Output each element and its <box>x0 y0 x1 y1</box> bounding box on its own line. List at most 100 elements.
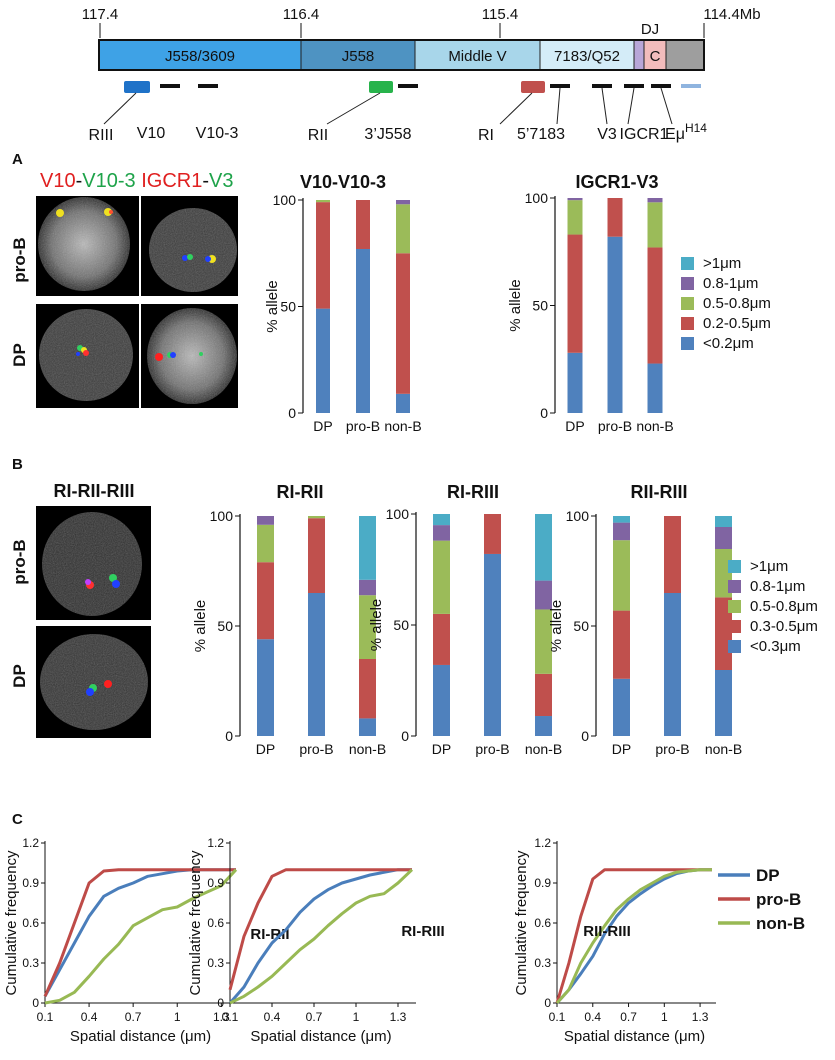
bar-dp-0-5-0-8-m <box>316 200 330 203</box>
bar-pro-b-0-3-m <box>308 593 325 736</box>
x-tick-label: pro-B <box>475 741 509 757</box>
x-tick-label: pro-B <box>655 741 689 757</box>
bar-non-b-0-8-1-m <box>359 579 376 596</box>
locus-segment-j558-3609 <box>98 39 302 71</box>
bar-non-b-0-8-1-m <box>396 200 410 205</box>
panel-b-row-pro-b: pro-B <box>10 539 29 584</box>
y-tick-label: 0.6 <box>534 916 551 930</box>
chart-annotation: RII-RIII <box>583 923 631 940</box>
chart-title: RI-RII <box>277 482 324 502</box>
probe-riii-marker <box>124 81 150 93</box>
panel-b-image-title: RI-RII-RIII <box>54 481 135 501</box>
x-tick-label: 0.7 <box>620 1010 637 1024</box>
chart-v10-v10-3: V10-V10-3 % allele 0 50 100 DP pro-B non-B <box>264 172 422 434</box>
x-axis-label: Spatial distance (μm) <box>70 1028 211 1045</box>
bar-non-b-0-5-0-8-m <box>647 202 663 248</box>
y-axis-label: Cumulative frequency <box>3 850 20 996</box>
series-line-non-b <box>229 868 414 1005</box>
signal-dot <box>83 350 89 356</box>
signal-dot <box>187 254 193 260</box>
probe-v3-marker <box>592 84 612 88</box>
signal-dot <box>109 574 117 582</box>
bar-non-b-1-m <box>535 514 552 581</box>
locus-segment-7183-q52 <box>539 39 635 71</box>
bar-non-b-0-3-0-5-m <box>359 659 376 719</box>
panel-a-row-dp: DP <box>10 343 29 367</box>
probe-labels: RIII V10 V10-3 RII 3’J558 RI 5’7183 V3 I… <box>89 121 708 144</box>
chart-title: IGCR1-V3 <box>575 172 658 192</box>
micrograph-dp-v10 <box>36 304 139 408</box>
x-tick-label: 0.1 <box>222 1010 239 1024</box>
locus-outline <box>98 39 705 71</box>
bar-dp-0-8-1-m <box>567 198 583 201</box>
bar-non-b-0-3-0-5-m <box>535 673 552 717</box>
legend-panel-a: >1μm 0.8-1μm 0.5-0.8μm 0.2-0.5μm <0.2μm <box>681 255 771 352</box>
x-tick-label: 0.4 <box>584 1010 601 1024</box>
y-tick-label: 0.9 <box>207 876 224 890</box>
x-tick-label: non-B <box>384 418 421 434</box>
bar-dp-0-3-m <box>257 639 274 736</box>
probe-igcr1-marker <box>624 84 644 88</box>
cdf-rii-riii: 0 0.3 0.6 0.9 1.2 0.1 0.4 0.7 1 1.3 Spatial distan… <box>513 836 716 1045</box>
bar-non-b-0-8-1-m <box>715 527 732 549</box>
signal-dot <box>104 208 112 216</box>
x-tick-label: 1 <box>353 1010 360 1024</box>
coord-ticks <box>99 23 705 38</box>
signal-dot <box>199 352 203 356</box>
legend-label: <0.3μm <box>750 638 801 655</box>
header-v3: V3 <box>209 170 233 192</box>
probe-emu-label: EμH14 <box>665 121 707 143</box>
bar-non-b-1-m <box>359 516 376 580</box>
bar-dp-0-5-0-8-m <box>613 540 630 611</box>
legend-label: pro-B <box>756 890 801 909</box>
bar-pro-b-0-5-0-8-m <box>308 516 325 519</box>
bar-dp-0-5-0-8-m <box>257 524 274 563</box>
micrograph-pro-b-igcr1 <box>141 196 238 296</box>
y-axis-label: % allele <box>507 279 524 332</box>
header-v10: V10 <box>40 170 76 192</box>
probe-ri-marker <box>521 81 545 93</box>
locus-segment-unlabeled-6 <box>665 39 705 71</box>
bar-non-b-0-5-0-8-m <box>359 595 376 659</box>
x-axis-label: Spatial distance (μm) <box>564 1028 705 1045</box>
legend-label: >1μm <box>750 558 788 575</box>
panel-a-row-pro-b: pro-B <box>10 237 29 282</box>
x-tick-label: 1.3 <box>213 1010 230 1024</box>
x-tick-label: non-B <box>349 741 386 757</box>
y-tick-label: 50 <box>217 618 233 634</box>
x-tick-label: DP <box>565 418 584 434</box>
bar-non-b-1-m <box>715 516 732 527</box>
legend-label: 0.3-0.5μm <box>750 618 818 635</box>
coord-117-4: 117.4 <box>82 6 118 23</box>
legend-swatch-0-5-0-8-m <box>728 600 741 613</box>
probe-57183-label: 5’7183 <box>517 126 565 143</box>
y-tick-label: 0.3 <box>534 956 551 970</box>
micrograph-pro-b-v10 <box>36 196 139 296</box>
dj-label: DJ <box>641 21 659 38</box>
legend-label: 0.8-1μm <box>703 275 758 292</box>
header-igcr1: IGCR1 <box>141 170 202 192</box>
y-axis-label: % allele <box>368 599 385 652</box>
probe-ri-label: RI <box>478 127 494 144</box>
x-tick-label: 0.1 <box>549 1010 566 1024</box>
y-tick-label: 0 <box>540 405 548 421</box>
series-line-non-b <box>44 868 238 1005</box>
legend-swatch-0-8-1-m <box>728 580 741 593</box>
locus-segment-label: Middle V <box>448 48 506 65</box>
bar-dp-0-3-0-5-m <box>433 613 450 665</box>
signal-dot <box>205 256 211 262</box>
y-tick-label: 0.6 <box>207 916 224 930</box>
header-v10-3: V10-3 <box>82 170 135 192</box>
bar-pro-b-0-3-0-5-m <box>664 516 681 593</box>
chart-rii-riii: RII-RIII % allele 0 50 100 DP pro-B non-B <box>548 482 742 757</box>
x-axis-label: Spatial distance (μm) <box>250 1028 391 1045</box>
bar-non-b-0-5-0-8-m <box>396 204 410 254</box>
bar-dp-0-3-m <box>433 664 450 736</box>
chart-title: RII-RIII <box>631 482 688 502</box>
signal-dot <box>182 255 188 261</box>
y-tick-label: 0.6 <box>22 916 39 930</box>
series-line-pro-b <box>228 868 412 991</box>
bar-non-b-0-2-0-5-m <box>647 247 663 364</box>
series-line-dp <box>228 868 412 1004</box>
